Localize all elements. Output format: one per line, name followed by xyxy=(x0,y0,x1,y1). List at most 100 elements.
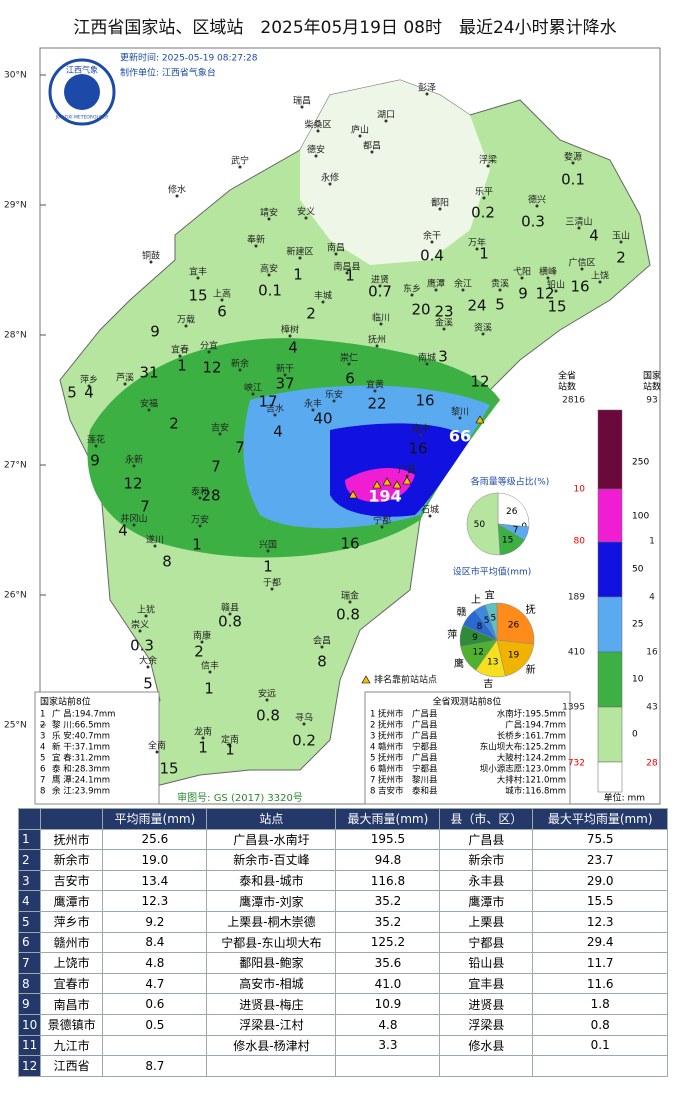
table-cell: 上栗县-桐木崇德 xyxy=(206,910,337,933)
place-name: 横峰 xyxy=(539,266,557,278)
table-cell: 5 xyxy=(18,910,41,933)
rank-all-cell: 宁都县 xyxy=(412,742,438,753)
place-name: 于都 xyxy=(263,578,281,589)
place-name: 万年 xyxy=(468,237,486,249)
rainfall-value: 2 xyxy=(169,415,179,433)
rainfall-value: 7 xyxy=(211,458,221,476)
rank-all-cell: 抚州市 xyxy=(378,775,404,786)
pie-value: 26 xyxy=(506,507,518,517)
table-cell: 最大平均雨量(mm) xyxy=(532,808,668,830)
rank-all-cell: 抚州市 xyxy=(378,753,404,764)
place-dot xyxy=(347,362,351,366)
table-row: 5 萍乡市 9.2 上栗县-桐木崇德 35.2 上栗县 12.3 xyxy=(18,910,668,933)
place-dot xyxy=(320,645,324,649)
rainfall-value: 7 xyxy=(235,439,245,457)
table-cell: 9.2 xyxy=(102,910,208,933)
table-cell: 吉安市 xyxy=(39,869,104,892)
place-name: 萍乡 xyxy=(80,375,98,386)
place-name: 资溪 xyxy=(474,322,492,334)
table-cell: 8 xyxy=(18,972,41,995)
legend-threshold: 100 xyxy=(632,512,649,522)
rainfall-value: 16 xyxy=(408,440,427,458)
title: 江西省国家站、区域站 2025年05月19日 08时 最近24小时累计降水 xyxy=(73,18,616,38)
place-name: 铜鼓 xyxy=(142,250,160,262)
table-cell: 上饶市 xyxy=(39,952,104,974)
pie-slice xyxy=(484,602,498,641)
place-name: 庐山 xyxy=(351,124,369,136)
place-name: 贵溪 xyxy=(491,278,509,290)
rank-all-cell: 坝小源志愿:123.0mm xyxy=(480,764,566,775)
table-row: 12 江西省 8.7 xyxy=(18,1055,668,1077)
logo-cn: 江西气象 xyxy=(66,65,98,75)
place-name: 丰城 xyxy=(314,290,332,302)
rainfall-value: 4 xyxy=(589,227,599,245)
table-cell xyxy=(532,1055,668,1077)
rainfall-value: 40 xyxy=(313,410,332,428)
rainfall-value: 37 xyxy=(275,375,294,393)
table-cell: 1 xyxy=(18,828,41,851)
rainfall-value: 5 xyxy=(495,296,505,314)
producer: 制作单位: 江西省气象台 xyxy=(120,67,216,79)
rank-all-cell: 大陂村:124.2mm xyxy=(497,753,566,764)
table-cell: 10.9 xyxy=(335,993,441,1015)
place-name: 铅山 xyxy=(547,279,565,291)
rank-national-title: 国家站前8位 xyxy=(40,696,91,708)
pie-label: 上 xyxy=(471,594,481,606)
table-cell xyxy=(39,808,104,830)
logo-en: JIANGXI METEOROLOGY xyxy=(55,115,109,121)
rainfall-value: 6 xyxy=(217,303,227,321)
table-cell: 25.6 xyxy=(102,828,208,851)
table-cell: 1.8 xyxy=(532,993,668,1015)
table-cell: 3 xyxy=(18,869,41,892)
station-marker xyxy=(348,490,358,499)
place-dot xyxy=(304,216,308,220)
rainfall-value: 1 xyxy=(198,739,208,757)
table-cell xyxy=(18,808,41,830)
rainfall-value: 0.8 xyxy=(256,707,280,725)
place-dot xyxy=(201,736,205,740)
table-cell: 4.7 xyxy=(102,972,208,995)
place-name: 永新 xyxy=(125,454,143,466)
rainfall-value: 12 xyxy=(202,359,221,377)
place-name: 临川 xyxy=(372,312,390,324)
rainfall-value: 0.3 xyxy=(130,637,154,655)
place-name: 峡江 xyxy=(244,382,262,394)
place-name: 安福 xyxy=(140,398,158,410)
place-dot xyxy=(373,389,377,393)
place-name: 广信区 xyxy=(568,257,595,269)
place-dot xyxy=(147,408,151,412)
rank-national-cell: 乐 安:40.7mm xyxy=(52,731,110,742)
legend-all-count: 189 xyxy=(568,593,585,603)
table-cell: 0.8 xyxy=(532,1013,668,1036)
place-name: 莲花 xyxy=(87,434,105,446)
place-dot xyxy=(270,587,274,591)
place-name: 万安 xyxy=(191,514,209,526)
table-cell: 广昌县 xyxy=(439,828,534,851)
place-dot xyxy=(196,276,200,280)
table-cell: 8.4 xyxy=(102,931,208,954)
place-name: 安义 xyxy=(297,206,315,218)
place-dot xyxy=(425,92,429,96)
rank-all-cell: 广昌:194.7mm xyxy=(505,720,566,731)
legend-all-count: 10 xyxy=(574,485,586,495)
pie-slice xyxy=(496,639,535,677)
legend-band xyxy=(597,541,623,598)
pie-slice xyxy=(497,492,530,528)
place-name: 泰和 xyxy=(191,486,209,498)
rank-all-cell: 黎川县 xyxy=(412,775,438,786)
legend-national-title: 国家 xyxy=(643,370,661,382)
rainfall-value: 12 xyxy=(535,285,554,303)
table-cell: 12 xyxy=(18,1055,41,1077)
table-cell: 116.8 xyxy=(335,869,441,892)
rank-all-cell: 4 xyxy=(370,743,375,753)
table-cell: 4.8 xyxy=(335,1013,441,1036)
place-dot xyxy=(208,670,212,674)
place-dot xyxy=(481,332,485,336)
place-dot xyxy=(410,293,414,297)
table-cell: 75.5 xyxy=(532,828,668,851)
table-cell: 广昌县-水南圩 xyxy=(206,828,337,851)
legend-all-title: 站数 xyxy=(558,381,576,393)
place-dot xyxy=(486,164,490,168)
place-dot xyxy=(535,204,539,208)
rank-all-cell: 6 xyxy=(370,765,375,775)
